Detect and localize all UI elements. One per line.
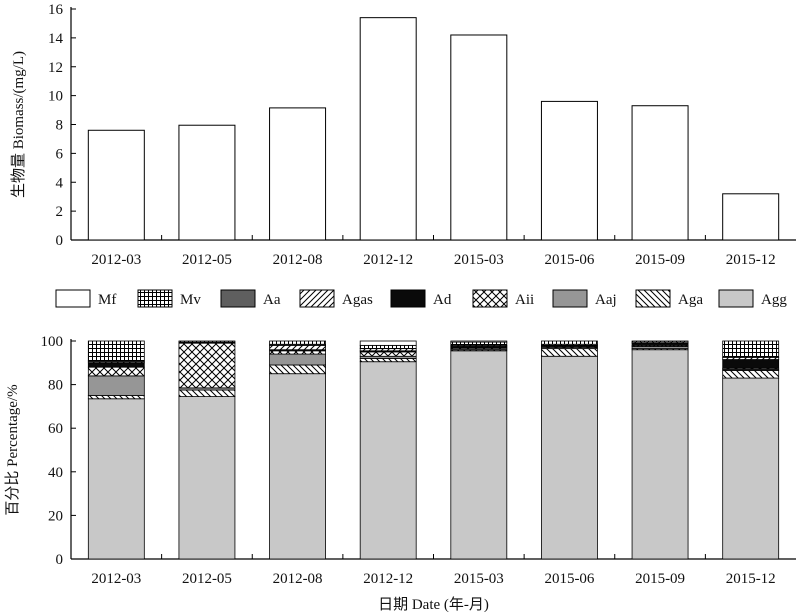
- stack-segment-aii: [178, 342, 236, 389]
- stack-segment-aaj: [87, 375, 145, 396]
- stack-segment-aga: [87, 395, 145, 400]
- biomass-y-tick-label: 10: [48, 89, 63, 105]
- legend-label-aaj: Aaj: [595, 292, 617, 308]
- stack-segment-aii: [269, 350, 326, 355]
- percentage-x-tick-label: 2012-08: [273, 571, 323, 587]
- biomass-y-tick-label: 6: [56, 146, 64, 162]
- biomass-bar: [87, 129, 145, 241]
- stack-segment-mf: [450, 340, 508, 343]
- biomass-y-tick-label: 14: [48, 31, 64, 47]
- stack-segment-ad: [87, 362, 145, 368]
- percentage-y-tick-label: 20: [48, 508, 63, 524]
- percentage-y-tick-label: 40: [48, 465, 63, 481]
- legend-label-agg: Agg: [761, 292, 787, 308]
- biomass-y-tick-label: 8: [56, 118, 64, 134]
- legend-swatch-mv: [137, 289, 173, 308]
- legend-label-mv: Mv: [180, 292, 201, 308]
- percentage-x-tick-label: 2015-06: [544, 571, 594, 587]
- stack-segment-mv: [178, 340, 236, 343]
- percentage-y-tick-label: 80: [48, 378, 63, 394]
- percentage-y-tick-label: 0: [56, 552, 64, 568]
- stack-segment-mv: [541, 340, 598, 345]
- stack-segment-agg: [450, 350, 508, 560]
- legend-swatch-agas: [299, 289, 335, 308]
- percentage-x-tick-label: 2012-12: [363, 571, 413, 587]
- biomass-y-tick-label: 2: [56, 204, 64, 220]
- legend-label-aa: Aa: [263, 292, 281, 308]
- biomass-x-tick-label: 2015-06: [544, 252, 594, 268]
- legend-label-ad: Ad: [433, 292, 452, 308]
- biomass-y-tick-label: 16: [48, 2, 64, 18]
- stack-segment-aga: [722, 370, 780, 379]
- stack-segment-agg: [631, 349, 689, 560]
- percentage-x-tick-label: 2015-09: [635, 571, 685, 587]
- biomass-bar-chart: 0 2 4 6 8 10 12 14 16 2012-03 2012-05 2012-08 2012-1…: [10, 2, 796, 268]
- stack-segment-aii: [87, 366, 145, 377]
- stack-segment-aga: [541, 348, 598, 357]
- legend-label-mf: Mf: [98, 292, 116, 308]
- legend-swatch-ad: [390, 289, 426, 308]
- stack-segment-agg: [359, 361, 417, 560]
- x-axis-title: 日期 Date (年-月): [378, 596, 489, 613]
- biomass-y-tick-label: 0: [56, 233, 64, 249]
- percentage-y-tick-label: 60: [48, 421, 63, 437]
- stack-segment-aga: [178, 389, 236, 397]
- stack-segment-agg: [269, 373, 326, 560]
- legend-label-agas: Agas: [342, 292, 373, 308]
- biomass-bar: [269, 107, 327, 241]
- biomass-x-tick-label: 2015-09: [635, 252, 685, 268]
- biomass-x-tick-label: 2012-05: [182, 252, 232, 268]
- biomass-y-tick-label: 4: [56, 175, 64, 191]
- percentage-x-tick-label: 2015-12: [726, 571, 776, 587]
- stack-segment-aaj: [269, 353, 326, 366]
- biomass-bar: [722, 193, 780, 241]
- stack-segment-mv: [359, 344, 417, 350]
- stack-segment-aii: [359, 351, 417, 357]
- biomass-bar: [178, 124, 236, 241]
- legend-swatch-aga: [635, 289, 671, 308]
- stack-segment-agas: [269, 344, 326, 351]
- legend-swatch-aii: [472, 289, 508, 308]
- percentage-x-tick-label: 2015-03: [454, 571, 504, 587]
- biomass-x-tick-label: 2015-03: [454, 252, 504, 268]
- percentage-y-tick-label: 100: [41, 334, 64, 350]
- stack-segment-agg: [87, 398, 145, 560]
- stack-segment-mv: [450, 341, 508, 346]
- legend-swatch-aa: [220, 289, 256, 308]
- biomass-bar: [631, 105, 689, 241]
- percentage-stacked-bar-chart: 0 20 40 60 80 100 2012-03 2012-05 2012-08 2012-12…: [4, 334, 796, 613]
- legend-label-aii: Aii: [515, 292, 534, 308]
- stack-segment-aga: [359, 358, 417, 363]
- biomass-x-tick-label: 2012-03: [91, 252, 141, 268]
- biomass-bar: [359, 17, 417, 241]
- stack-segment-aga: [269, 364, 326, 375]
- legend-swatch-agg: [718, 289, 754, 308]
- stack-segment-agg: [541, 355, 598, 560]
- percentage-x-tick-label: 2012-03: [91, 571, 141, 587]
- legend: Mf Mv Aa Agas Ad Aii Aaj Aga Agg: [55, 289, 787, 308]
- legend-swatch-aaj: [552, 289, 588, 308]
- stack-segment-mv: [722, 340, 780, 358]
- biomass-bar: [450, 34, 508, 241]
- stack-segment-mv: [631, 340, 689, 343]
- stack-segment-mf: [359, 340, 417, 346]
- stack-segment-ad: [722, 359, 780, 369]
- stack-segment-mv: [269, 340, 326, 345]
- biomass-bar: [540, 100, 598, 241]
- legend-swatch-mf: [55, 289, 91, 308]
- percentage-y-axis-title: 百分比 Percentage/%: [4, 384, 21, 515]
- stack-segment-mv: [87, 340, 145, 362]
- stack-segment-agg: [722, 377, 780, 560]
- percentage-x-tick-label: 2012-05: [182, 571, 232, 587]
- biomass-x-tick-label: 2012-08: [273, 252, 323, 268]
- biomass-y-axis-title: 生物量 Biomass/(mg/L): [10, 51, 27, 198]
- stack-segment-agg: [178, 396, 236, 560]
- biomass-y-tick-label: 12: [48, 60, 63, 76]
- biomass-x-tick-label: 2015-12: [726, 252, 776, 268]
- legend-label-aga: Aga: [678, 292, 703, 308]
- biomass-x-tick-label: 2012-12: [363, 252, 413, 268]
